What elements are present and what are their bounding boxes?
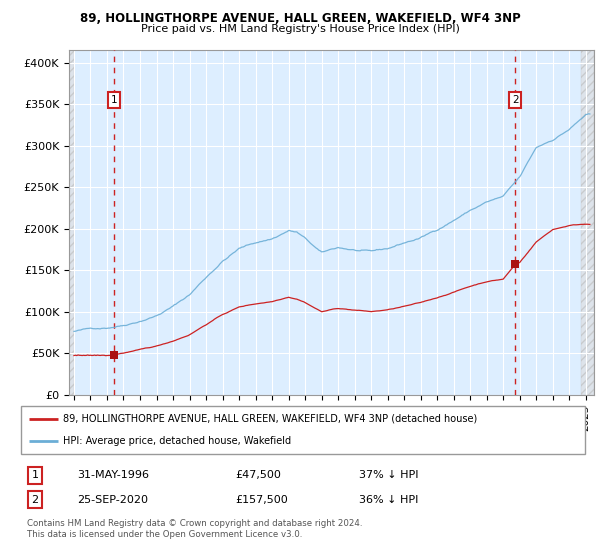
Text: 31-MAY-1996: 31-MAY-1996 bbox=[77, 470, 149, 480]
Text: 2: 2 bbox=[512, 95, 518, 105]
Text: Contains HM Land Registry data © Crown copyright and database right 2024.
This d: Contains HM Land Registry data © Crown c… bbox=[26, 519, 362, 539]
Text: 89, HOLLINGTHORPE AVENUE, HALL GREEN, WAKEFIELD, WF4 3NP: 89, HOLLINGTHORPE AVENUE, HALL GREEN, WA… bbox=[80, 12, 520, 25]
Text: £47,500: £47,500 bbox=[235, 470, 281, 480]
Text: 2: 2 bbox=[32, 495, 38, 505]
Bar bbox=[69, 50, 74, 395]
Text: HPI: Average price, detached house, Wakefield: HPI: Average price, detached house, Wake… bbox=[64, 436, 292, 446]
Text: 89, HOLLINGTHORPE AVENUE, HALL GREEN, WAKEFIELD, WF4 3NP (detached house): 89, HOLLINGTHORPE AVENUE, HALL GREEN, WA… bbox=[64, 414, 478, 424]
Text: 25-SEP-2020: 25-SEP-2020 bbox=[77, 495, 148, 505]
Text: 1: 1 bbox=[110, 95, 117, 105]
Text: 37% ↓ HPI: 37% ↓ HPI bbox=[359, 470, 419, 480]
Text: 36% ↓ HPI: 36% ↓ HPI bbox=[359, 495, 419, 505]
Text: Price paid vs. HM Land Registry's House Price Index (HPI): Price paid vs. HM Land Registry's House … bbox=[140, 24, 460, 34]
Text: £157,500: £157,500 bbox=[235, 495, 288, 505]
Bar bbox=[581, 50, 594, 395]
Text: 1: 1 bbox=[32, 470, 38, 480]
